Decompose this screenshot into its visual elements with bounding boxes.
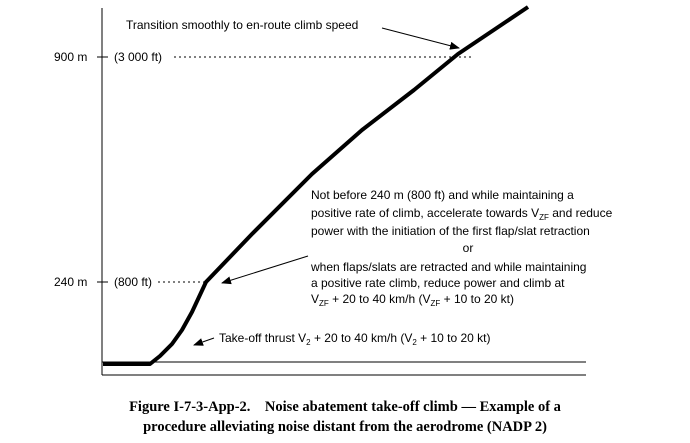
takeoff-arrow xyxy=(193,337,215,346)
transition-label: Transition smoothly to en-route climb sp… xyxy=(126,18,358,32)
figure-caption-line-1: Figure I-7-3-App-2. Noise abatement take… xyxy=(129,399,562,415)
takeoff-thrust-label: Take-off thrust V2 + 20 to 40 km/h (V2 +… xyxy=(219,331,491,347)
figure-caption-line-2: procedure alleviating noise distant from… xyxy=(143,419,547,435)
tick-label-240: 240 m xyxy=(54,275,87,289)
tick-label-240-ft: (800 ft) xyxy=(114,275,152,289)
climb-profile-line xyxy=(103,5,530,366)
or-label: or xyxy=(463,241,474,255)
tick-label-900: 900 m xyxy=(54,50,87,64)
accel-text-line-1: Not before 240 m (800 ft) and while main… xyxy=(311,188,574,202)
accel-text-line-2: positive rate of climb, accelerate towar… xyxy=(311,206,613,222)
acceleration-arrow xyxy=(221,255,309,285)
flaps-text-line-2: a positive rate climb, reduce power and … xyxy=(311,276,565,290)
transition-arrow xyxy=(381,27,460,50)
tick-label-900-ft: (3 000 ft) xyxy=(114,50,162,64)
flaps-text-line-3: VZF + 20 to 40 km/h (VZF + 10 to 20 kt) xyxy=(311,292,514,308)
accel-text-line-3: power with the initiation of the first f… xyxy=(311,224,590,238)
flaps-text-line-1: when flaps/slats are retracted and while… xyxy=(310,260,586,274)
